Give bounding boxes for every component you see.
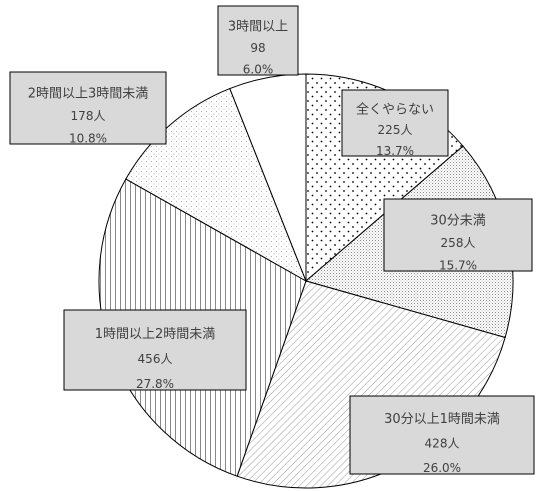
slice-percent-label: 26.0%: [423, 461, 461, 475]
slice-label-box-0: 全くやらない 225人 13.7%: [341, 89, 449, 158]
slice-count-label: 428人: [425, 437, 460, 451]
slice-category-label: 2時間以上3時間未満: [28, 86, 149, 101]
slice-label-box-1: 30分未満 258人 15.7%: [383, 198, 533, 272]
slice-label-box-2: 30分以上1時間未満 428人 26.0%: [349, 395, 535, 475]
slice-label-background: [349, 395, 535, 475]
slice-category-label: 3時間以上: [228, 19, 288, 34]
slice-category-label: 全くやらない: [356, 102, 434, 118]
slice-label-background: [217, 5, 299, 76]
pie-slice-4: [125, 87, 307, 283]
slice-label-box-5: 3時間以上 98 6.0%: [217, 5, 299, 77]
slice-count-label: 456人: [138, 352, 173, 366]
slice-percent-label: 15.7%: [439, 258, 477, 272]
slice-percent-label: 10.8%: [69, 131, 107, 145]
slice-category-label: 30分以上1時間未満: [384, 412, 500, 427]
slice-label-box-4: 2時間以上3時間未満 178人 10.8%: [9, 71, 167, 145]
slice-label-background: [341, 89, 449, 157]
pie-slice-5: [229, 73, 307, 282]
slice-count-label: 225人: [378, 123, 413, 137]
slice-label-background: [9, 71, 167, 145]
slice-category-label: 1時間以上2時間未満: [95, 327, 216, 342]
slice-count-label: 178人: [71, 109, 106, 123]
slice-label-box-3: 1時間以上2時間未満 456人 27.8%: [63, 309, 247, 391]
slice-count-label: 258人: [441, 236, 476, 250]
slice-category-label: 30分未満: [430, 213, 486, 228]
slice-percent-label: 6.0%: [243, 63, 274, 77]
slice-percent-label: 27.8%: [136, 377, 174, 391]
slice-count-label: 98: [250, 41, 265, 55]
pie-labels: 全くやらない 225人 13.7% 30分未満 258人 15.7% 30分以上1時間未満 4…: [9, 5, 535, 475]
slice-percent-label: 13.7%: [376, 144, 414, 158]
slice-label-background: [63, 309, 247, 391]
slice-label-background: [383, 198, 533, 272]
